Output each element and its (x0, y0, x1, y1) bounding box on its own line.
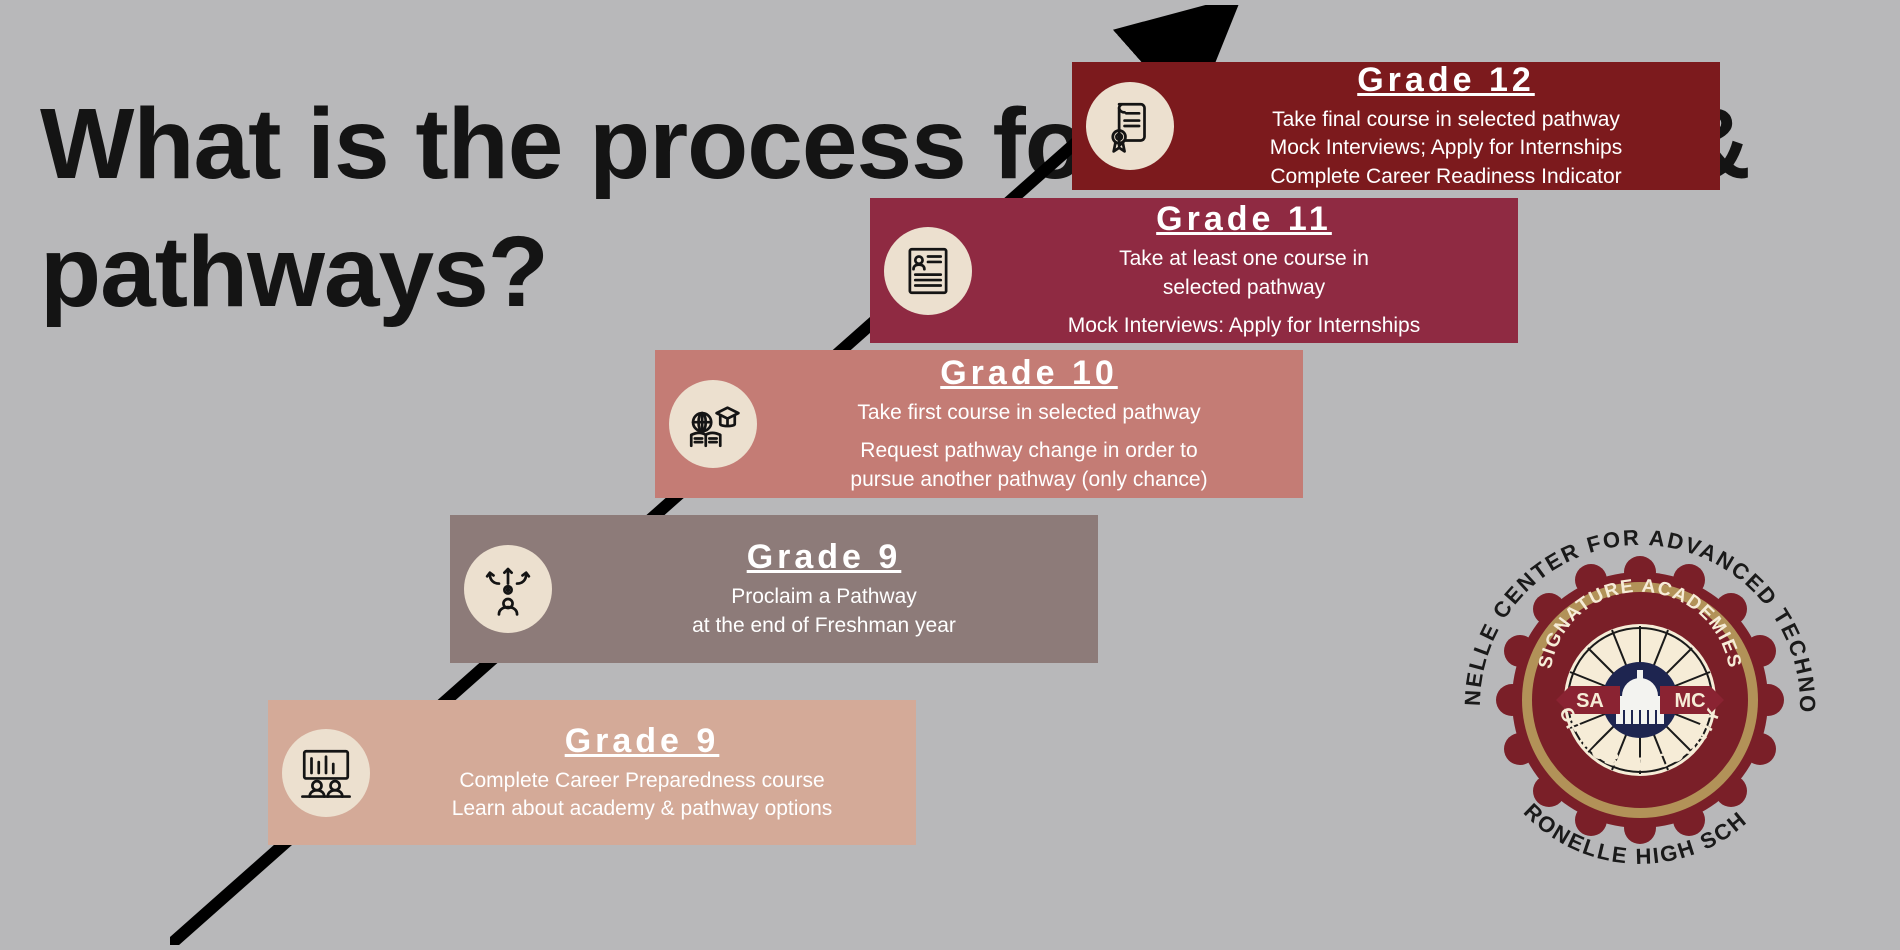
decision-icon (464, 545, 552, 633)
step-grade11: Grade 11 Take at least one course in sel… (870, 198, 1518, 343)
step-line: Proclaim a Pathway (574, 583, 1074, 611)
step-line: Take final course in selected pathway (1196, 106, 1696, 134)
step-grade9-proclaim: Grade 9 Proclaim a Pathway at the end of… (450, 515, 1098, 663)
step-grade12: Grade 12 Take final course in selected p… (1072, 62, 1720, 190)
step-title: Grade 12 (1196, 61, 1696, 100)
ribbon-left-text: SA (1576, 690, 1604, 712)
step-title: Grade 11 (994, 200, 1494, 239)
step-line: at the end of Freshman year (574, 612, 1074, 640)
ribbon-right-text: MC (1674, 690, 1705, 712)
step-grade9-intro: Grade 9 Complete Career Preparedness cou… (268, 700, 916, 845)
step-line: Complete Career Readiness Indicator (1196, 163, 1696, 191)
step-line: Take first course in selected pathway (779, 399, 1279, 427)
step-line: Complete Career Preparedness course (392, 767, 892, 795)
resume-icon (884, 227, 972, 315)
step-line: Mock Interviews; Apply for Internships (1196, 134, 1696, 162)
study-icon (669, 380, 757, 468)
step-line: pursue another pathway (only chance) (779, 466, 1279, 494)
step-line: selected pathway (994, 274, 1494, 302)
step-title: Grade 9 (392, 722, 892, 761)
step-grade10: Grade 10 Take first course in selected p… (655, 350, 1303, 498)
step-title: Grade 9 (574, 538, 1074, 577)
step-title: Grade 10 (779, 354, 1279, 393)
step-line: Mock Interviews: Apply for Internships (994, 312, 1494, 340)
step-line: Learn about academy & pathway options (392, 795, 892, 823)
step-line: Request pathway change in order to (779, 437, 1279, 465)
classroom-icon (282, 729, 370, 817)
step-line: Take at least one course in (994, 245, 1494, 273)
certificate-icon (1086, 82, 1174, 170)
school-seal: SA MC CITRONELLE CENTER FOR ADVANCED TEC… (1440, 490, 1840, 890)
